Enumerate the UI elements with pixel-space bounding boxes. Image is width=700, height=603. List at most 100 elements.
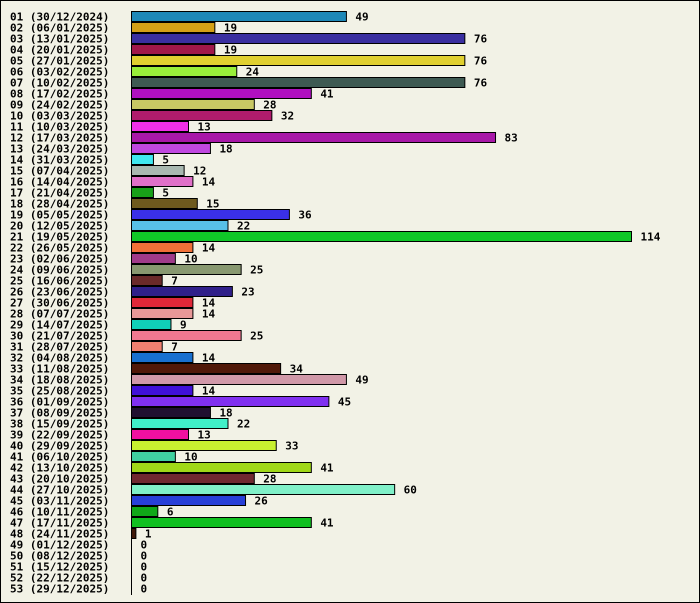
category-label: 09 (24/02/2025): [10, 99, 109, 112]
category-label: 18 (28/04/2025): [10, 198, 109, 211]
category-label: 47 (17/11/2025): [10, 517, 109, 530]
category-label: 34 (18/08/2025): [10, 374, 109, 387]
value-label: 36: [298, 209, 312, 222]
bar: [131, 33, 466, 44]
bar: [131, 429, 190, 440]
category-label: 13 (24/03/2025): [10, 143, 109, 156]
value-label: 25: [250, 264, 263, 277]
value-label: 10: [184, 253, 197, 266]
bar: [131, 484, 396, 495]
bar: [131, 22, 216, 33]
bar: [131, 121, 190, 132]
value-label: 49: [355, 374, 368, 387]
category-label: 33 (11/08/2025): [10, 363, 109, 376]
category-label: 24 (09/06/2025): [10, 264, 109, 277]
bar: [131, 275, 163, 286]
value-label: 19: [224, 22, 237, 35]
value-label: 28: [263, 473, 276, 486]
value-label: 45: [338, 396, 351, 409]
value-label: 76: [474, 77, 488, 90]
category-label: 16 (14/04/2025): [10, 176, 109, 189]
category-label: 42 (13/10/2025): [10, 462, 109, 475]
category-label: 15 (07/04/2025): [10, 165, 109, 178]
bar: [131, 176, 194, 187]
bar: [131, 132, 497, 143]
bar: [131, 363, 282, 374]
category-label: 50 (08/12/2025): [10, 550, 109, 563]
value-label: 49: [355, 11, 368, 24]
category-label: 36 (01/09/2025): [10, 396, 109, 409]
category-label: 53 (29/12/2025): [10, 583, 109, 596]
value-label: 15: [206, 198, 219, 211]
category-label: 49 (01/12/2025): [10, 539, 109, 552]
category-label: 10 (03/03/2025): [10, 110, 109, 123]
bar: [131, 99, 255, 110]
category-label: 07 (10/02/2025): [10, 77, 109, 90]
bar: [131, 264, 242, 275]
bar: [131, 330, 242, 341]
value-label: 76: [474, 55, 488, 68]
value-label: 6: [167, 506, 174, 519]
category-label: 12 (17/03/2025): [10, 132, 109, 145]
bar: [131, 473, 255, 484]
category-label: 14 (31/03/2025): [10, 154, 109, 167]
category-label: 46 (10/11/2025): [10, 506, 109, 519]
value-label: 7: [171, 341, 178, 354]
bar: [131, 88, 312, 99]
value-label: 41: [320, 462, 334, 475]
value-label: 14: [202, 176, 216, 189]
value-label: 83: [505, 132, 518, 145]
value-label: 1: [145, 528, 152, 541]
value-label: 41: [320, 517, 334, 530]
value-label: 0: [141, 561, 148, 574]
bar: [131, 528, 137, 539]
bar: [131, 517, 312, 528]
bar: [131, 407, 211, 418]
category-label: 21 (19/05/2025): [10, 231, 109, 244]
value-label: 14: [202, 242, 216, 255]
bar: [131, 286, 233, 297]
value-label: 13: [198, 429, 211, 442]
category-label: 52 (22/12/2025): [10, 572, 109, 585]
bar: [131, 396, 330, 407]
category-label: 25 (16/06/2025): [10, 275, 109, 288]
bar: [131, 209, 290, 220]
value-label: 12: [193, 165, 206, 178]
category-label: 45 (03/11/2025): [10, 495, 109, 508]
bar: [131, 352, 194, 363]
category-label: 43 (20/10/2025): [10, 473, 109, 486]
category-label: 27 (30/06/2025): [10, 297, 109, 310]
value-label: 5: [162, 154, 169, 167]
bar: [131, 297, 194, 308]
bar: [131, 462, 312, 473]
bar: [131, 11, 347, 22]
bar: [131, 55, 466, 66]
bar: [131, 253, 176, 264]
category-label: 17 (21/04/2025): [10, 187, 109, 200]
bar: [131, 198, 198, 209]
value-label: 0: [141, 539, 148, 552]
value-label: 0: [141, 572, 148, 585]
category-label: 38 (15/09/2025): [10, 418, 109, 431]
value-label: 22: [237, 418, 250, 431]
bar: [131, 242, 194, 253]
value-label: 41: [320, 88, 334, 101]
bar: [131, 231, 632, 242]
category-label: 37 (08/09/2025): [10, 407, 109, 420]
value-label: 0: [141, 583, 148, 596]
value-label: 25: [250, 330, 263, 343]
bar: [131, 77, 466, 88]
bar: [131, 165, 185, 176]
category-label: 41 (06/10/2025): [10, 451, 109, 464]
bar: [131, 418, 229, 429]
bar: [131, 110, 273, 121]
bar: [131, 187, 154, 198]
category-label: 19 (05/05/2025): [10, 209, 109, 222]
value-label: 18: [219, 407, 232, 420]
value-label: 33: [285, 440, 298, 453]
bar: [131, 495, 247, 506]
bar: [131, 440, 277, 451]
bar: [131, 451, 176, 462]
category-label: 02 (06/01/2025): [10, 22, 109, 35]
